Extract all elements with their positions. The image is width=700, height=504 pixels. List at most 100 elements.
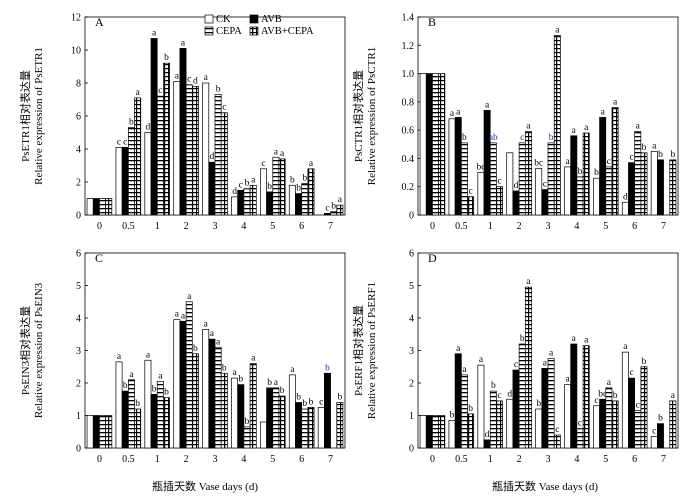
bar-avb — [512, 190, 520, 216]
x-tick-label: 1 — [488, 221, 493, 232]
bar-avb-cepa — [438, 415, 446, 449]
bar-cepa — [634, 131, 642, 216]
bar-avb-cepa — [336, 402, 344, 449]
x-tick-label: 6 — [299, 454, 304, 465]
bar-avb — [599, 117, 607, 216]
x-tick-label: 0.5 — [455, 454, 468, 465]
x-tick-label: 7 — [328, 221, 333, 232]
x-tick-label: 2 — [517, 221, 522, 232]
bar-avb-cepa — [640, 152, 648, 216]
significance-letter: b — [296, 184, 301, 194]
x-tick-label: 1 — [488, 454, 493, 465]
bar-avb-cepa — [336, 204, 344, 216]
bar-avb-cepa — [163, 62, 170, 216]
significance-letter: b — [450, 410, 455, 420]
significance-letter: a — [187, 292, 192, 302]
bar-ck — [144, 359, 152, 449]
significance-letter: a — [210, 329, 215, 339]
bar-avb — [266, 387, 274, 449]
bar-avb-cepa — [582, 132, 590, 216]
significance-letter: a — [584, 123, 589, 133]
y-tick-label: 5 — [409, 281, 414, 292]
significance-letter: b — [222, 363, 227, 373]
bar-avb — [657, 423, 664, 449]
significance-letter: a — [290, 365, 295, 375]
significance-letter: a — [338, 195, 343, 205]
x-tick-label: 2 — [184, 221, 189, 232]
significance-letter: d — [514, 181, 519, 191]
significance-letter: a — [152, 28, 157, 38]
bar-avb — [657, 159, 664, 216]
bar-ck — [419, 73, 427, 216]
panel-letter: B — [428, 15, 436, 29]
bar-avb-cepa — [249, 184, 257, 216]
bar-avb — [512, 369, 520, 449]
x-tick-label: 4 — [574, 221, 579, 232]
bar-avb-cepa — [496, 186, 503, 216]
bar-ck — [535, 408, 543, 449]
bar-avb — [295, 193, 303, 216]
bar-ck — [202, 329, 210, 449]
bar-avb — [150, 38, 158, 216]
bar-avb-cepa — [467, 196, 475, 216]
bar-avb — [237, 189, 245, 216]
bar-avb-cepa — [582, 345, 590, 449]
y-tick-label: 0.4 — [402, 154, 415, 165]
y-tick-label: 1.4 — [402, 13, 415, 24]
significance-letter: ab — [489, 133, 498, 143]
bar-cepa — [156, 95, 164, 216]
legend-swatch — [249, 14, 259, 24]
x-tick-label: 5 — [270, 454, 275, 465]
significance-letter: b — [302, 399, 307, 409]
bar-avb — [324, 372, 331, 449]
significance-letter: a — [204, 73, 209, 83]
significance-letter: b — [658, 414, 663, 424]
bar-cepa — [460, 374, 468, 449]
bar-avb — [266, 191, 274, 216]
bar-cepa — [243, 426, 251, 449]
bar-cepa — [127, 379, 135, 449]
x-tick-label: 6 — [632, 221, 637, 232]
bar-avb-cepa — [191, 85, 199, 216]
significance-letter: c — [469, 187, 473, 197]
y-tick-label: 4 — [76, 314, 81, 325]
bar-avb-cepa — [553, 434, 561, 449]
bar-ck — [86, 415, 94, 449]
bar-avb — [121, 390, 129, 449]
significance-letter: b — [549, 133, 554, 143]
y-tick-label: 3 — [409, 346, 414, 357]
significance-letter: b — [216, 85, 221, 95]
significance-letter: c — [629, 153, 633, 163]
significance-letter: c — [652, 427, 656, 437]
y-tick-label: 2 — [409, 379, 414, 390]
bar-ck — [535, 167, 543, 216]
significance-letter: b — [290, 175, 295, 185]
significance-letter: c — [497, 177, 501, 187]
significance-letter: b — [468, 404, 473, 414]
bar-avb-cepa — [307, 168, 315, 216]
y-tick-label: 4 — [76, 145, 81, 156]
significance-letter: b — [309, 397, 314, 407]
significance-letter: a — [526, 122, 531, 132]
bar-avb-cepa — [524, 286, 532, 449]
legend-swatch — [204, 14, 214, 24]
bar-cepa — [214, 346, 222, 449]
significance-letter: b — [331, 202, 336, 212]
bar-cepa — [185, 84, 193, 216]
y-tick-label: 1.0 — [402, 69, 415, 80]
legend-label: AVB — [261, 14, 282, 25]
bar-avb — [454, 117, 462, 216]
bar-avb — [570, 135, 578, 216]
bar-cepa — [185, 301, 193, 449]
bar-avb — [599, 398, 607, 449]
significance-letter: a — [584, 336, 589, 346]
bar-cepa — [156, 381, 164, 449]
x-tick-label: 7 — [328, 454, 333, 465]
bar-cepa — [460, 142, 468, 216]
bar-ck — [621, 201, 629, 216]
significance-letter: c — [636, 401, 640, 411]
bar-ck — [288, 374, 296, 449]
bar-ck — [317, 407, 325, 449]
bar-avb-cepa — [467, 413, 475, 449]
bar-avb — [628, 377, 636, 449]
